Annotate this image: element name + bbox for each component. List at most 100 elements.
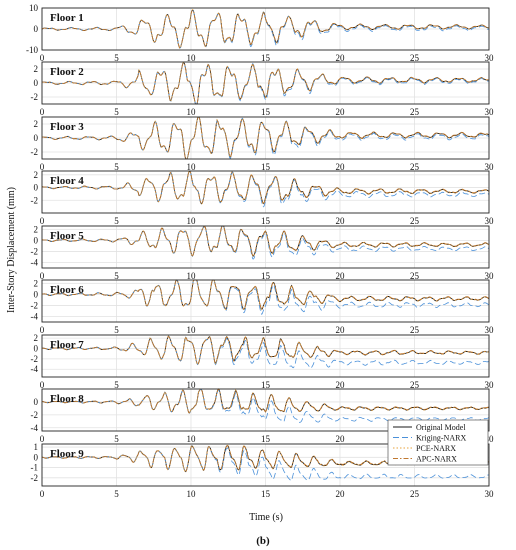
series-line-apc-narx	[41, 62, 490, 105]
x-tick-label: 25	[410, 325, 420, 335]
x-tick-label: 15	[261, 162, 271, 172]
y-tick-label: 0	[34, 397, 39, 407]
x-tick-label: 25	[410, 162, 420, 172]
floor-label: Floor 9	[50, 448, 84, 460]
x-tick-label: 0	[40, 380, 45, 390]
y-tick-label: 0	[34, 24, 39, 34]
y-tick-label: 0	[34, 183, 39, 193]
y-tick-label: -2	[31, 354, 39, 364]
y-tick-label: -2	[31, 300, 39, 310]
x-tick-label: 30	[485, 325, 495, 335]
y-tick-label: -2	[31, 473, 39, 483]
x-tick-label: 20	[336, 107, 346, 117]
y-tick-label: 10	[29, 3, 39, 13]
x-tick-label: 10	[187, 216, 197, 226]
x-tick-label: 15	[261, 380, 271, 390]
x-tick-label: 5	[114, 380, 119, 390]
x-tick-label: 30	[485, 489, 495, 499]
panel-frame	[41, 7, 490, 51]
y-tick-label: 1	[34, 442, 39, 452]
floor-label: Floor 6	[50, 284, 84, 296]
x-tick-label: 5	[114, 162, 119, 172]
x-tick-label: 0	[40, 434, 45, 444]
y-tick-label: -2	[31, 410, 39, 420]
series-line-apc-narx	[42, 335, 490, 365]
y-tick-label: 0	[34, 289, 39, 299]
x-tick-label: 5	[114, 325, 119, 335]
panel-frame	[41, 225, 490, 269]
panel-3: 0 5 10 15 20 25 30-202 Floor 3	[31, 116, 494, 172]
x-tick-label: 20	[336, 380, 346, 390]
x-tick-label: 10	[187, 434, 197, 444]
x-tick-label: 15	[261, 434, 271, 444]
series-line-apc-narx	[42, 279, 490, 310]
x-tick-label: 0	[40, 489, 45, 499]
panel-frame	[41, 388, 490, 432]
floor-label: Floor 1	[50, 12, 84, 24]
x-tick-label: 0	[40, 216, 45, 226]
y-tick-label: -4	[31, 257, 39, 267]
x-tick-label: 15	[261, 107, 271, 117]
floor-label: Floor 8	[50, 393, 84, 405]
x-tick-label: 10	[187, 53, 197, 63]
x-tick-label: 30	[485, 216, 495, 226]
legend-label: Original Model	[416, 423, 466, 432]
x-tick-label: 10	[187, 107, 197, 117]
floor-label: Floor 4	[50, 175, 84, 187]
x-tick-label: 30	[485, 107, 495, 117]
y-tick-label: -2	[31, 92, 39, 102]
panel-frame	[41, 279, 490, 323]
y-tick-label: 0	[34, 133, 39, 143]
x-tick-label: 5	[114, 107, 119, 117]
x-tick-label: 25	[410, 271, 420, 281]
y-tick-label: -1	[31, 463, 39, 473]
y-tick-label: -2	[31, 246, 39, 256]
floor-label: Floor 3	[50, 121, 84, 133]
y-tick-label: 2	[34, 170, 39, 180]
series-line-apc-narx	[41, 225, 490, 257]
panel-frame	[41, 334, 490, 378]
y-tick-label: 2	[34, 278, 39, 288]
y-tick-label: 2	[34, 333, 39, 343]
y-tick-label: 2	[34, 224, 39, 234]
x-tick-label: 25	[410, 53, 420, 63]
series-line-apc-narx	[41, 445, 489, 472]
y-tick-label: 0	[34, 235, 39, 245]
x-tick-label: 20	[336, 489, 346, 499]
series-line-kriging-narx	[41, 279, 490, 316]
x-tick-label: 0	[40, 271, 45, 281]
x-tick-label: 10	[187, 162, 197, 172]
y-tick-label: -4	[31, 364, 39, 374]
x-tick-label: 5	[114, 271, 119, 281]
series-line-apc-narx	[41, 388, 490, 414]
legend-label: APC-NARX	[416, 455, 457, 464]
x-tick-label: 15	[261, 216, 271, 226]
floor-label: Floor 2	[50, 66, 84, 78]
x-tick-label: 5	[114, 489, 119, 499]
x-tick-label: 20	[336, 53, 346, 63]
floor-label: Floor 5	[50, 230, 84, 242]
panel-4: 0 5 10 15 20 25 30 -2 0 2 Floor 4	[31, 170, 495, 226]
y-tick-label: 0	[34, 452, 39, 462]
floor-label: Floor 7	[50, 339, 84, 351]
x-tick-label: 25	[410, 489, 420, 499]
x-tick-label: 0	[40, 53, 45, 63]
x-tick-label: 25	[410, 216, 420, 226]
x-tick-label: 30	[485, 53, 495, 63]
x-tick-label: 25	[410, 107, 420, 117]
x-tick-label: 30	[485, 380, 495, 390]
x-tick-label: 20	[336, 325, 346, 335]
panel-frame	[41, 61, 490, 105]
series-line-apc-narx	[41, 170, 490, 204]
y-tick-label: -4	[31, 423, 39, 433]
y-tick-label: 0	[34, 78, 39, 88]
x-tick-label: 10	[187, 325, 197, 335]
y-tick-label: 2	[34, 64, 39, 74]
series-line-apc-narx	[42, 116, 490, 160]
x-axis-title: Time (s)	[249, 512, 283, 523]
figure-caption: (b)	[256, 535, 270, 547]
